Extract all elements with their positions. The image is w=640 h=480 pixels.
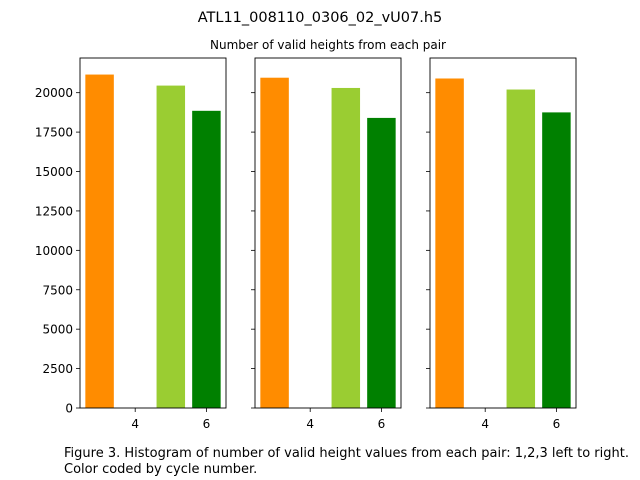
- xtick-label: 6: [203, 417, 211, 431]
- xtick-label: 4: [131, 417, 139, 431]
- bar-pair1-x6: [192, 110, 221, 409]
- figure-suptitle: ATL11_008110_0306_02_vU07.h5: [198, 10, 443, 26]
- bar-pair1-x3: [85, 74, 114, 409]
- axes-frame-pair3: [429, 57, 577, 409]
- ytick-label: 20000: [35, 86, 73, 100]
- xtick-label: 4: [306, 417, 314, 431]
- axes-frame-pair1: [79, 57, 227, 409]
- bar-pair2-x6: [367, 117, 396, 408]
- bar-pair3-x5: [506, 89, 536, 409]
- xtick-label: 6: [378, 417, 386, 431]
- ytick-label: 7500: [42, 283, 73, 297]
- bar-pair1-x5: [156, 85, 186, 408]
- bar-pair3-x3: [435, 78, 464, 409]
- ytick-label: 0: [65, 402, 73, 416]
- panel-title: Number of valid heights from each pair: [210, 38, 446, 52]
- xtick-label: 4: [481, 417, 489, 431]
- bar-pair3-x6: [542, 112, 571, 408]
- axes-frame-pair2: [254, 57, 402, 409]
- figure-caption: Figure 3. Histogram of number of valid h…: [64, 446, 629, 477]
- bar-pair2-x3: [260, 77, 289, 408]
- ytick-label: 2500: [42, 362, 73, 376]
- ytick-label: 17500: [35, 126, 73, 140]
- panels-group: 0 2500 5000 7500 10000 12500 15000 17500 20000 4 6…: [35, 38, 577, 431]
- xtick-label: 6: [553, 417, 561, 431]
- ytick-label: 12500: [35, 204, 73, 218]
- ytick-label: 15000: [35, 165, 73, 179]
- ytick-label: 10000: [35, 244, 73, 258]
- bar-pair2-x5: [331, 87, 361, 408]
- ytick-label: 5000: [42, 323, 73, 337]
